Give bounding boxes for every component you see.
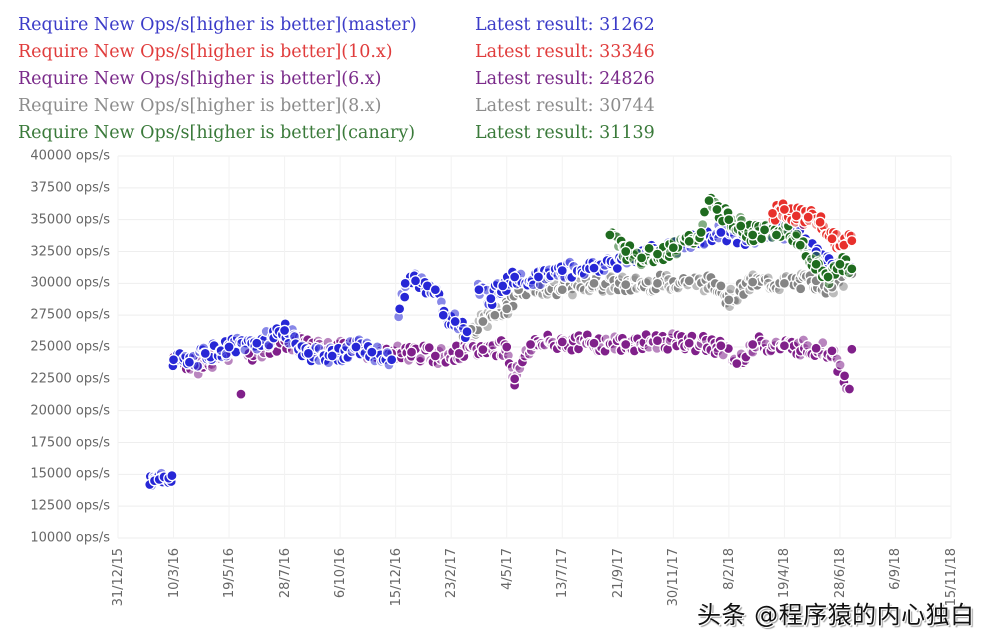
x-tick-label: 28/6/18 (832, 548, 848, 599)
x-tick-label: 31/12/15 (111, 548, 126, 607)
data-points (144, 192, 858, 492)
legend-row-canary: Require New Ops/s[higher is better](cana… (18, 120, 655, 147)
legend-series-name: Require New Ops/s[higher is better](10.x… (18, 42, 393, 62)
x-tick-label: 10/3/16 (166, 548, 182, 599)
y-tick-label: 10000 ops/s (30, 530, 110, 546)
x-tick-label: 8/2/18 (721, 548, 737, 590)
y-tick-label: 37500 ops/s (30, 180, 110, 196)
y-tick-label: 30000 ops/s (30, 275, 110, 291)
y-tick-label: 25000 ops/s (30, 339, 110, 355)
y-tick-label: 22500 ops/s (30, 371, 110, 387)
x-tick-label: 21/9/17 (610, 548, 626, 599)
legend-series-name: Require New Ops/s[higher is better](cana… (18, 123, 416, 143)
legend-row-6x: Require New Ops/s[higher is better](6.x)… (18, 66, 655, 93)
legend-series-name: Require New Ops/s[higher is better](8.x) (18, 96, 382, 116)
legend-latest-result: Latest result: 33346 (475, 42, 655, 62)
legend-row-10x: Require New Ops/s[higher is better](10.x… (18, 39, 655, 66)
legend-latest-result: Latest result: 31139 (475, 123, 655, 143)
x-tick-label: 13/7/17 (555, 548, 571, 599)
y-tick-label: 20000 ops/s (30, 403, 110, 419)
x-tick-label: 19/5/16 (222, 548, 238, 599)
y-tick-label: 40000 ops/s (30, 148, 110, 164)
x-tick-label: 15/12/16 (388, 548, 404, 607)
y-tick-label: 35000 ops/s (30, 212, 110, 228)
x-tick-label: 28/7/16 (277, 548, 293, 599)
legend-row-8x: Require New Ops/s[higher is better](8.x)… (18, 93, 655, 120)
legend-row-master: Require New Ops/s[higher is better](mast… (18, 12, 655, 39)
legend: Require New Ops/s[higher is better](mast… (18, 12, 655, 147)
x-tick-label: 23/2/17 (444, 548, 460, 599)
legend-series-name: Require New Ops/s[higher is better](mast… (18, 15, 417, 35)
x-tick-label: 19/4/18 (777, 548, 793, 599)
legend-series-name: Require New Ops/s[higher is better](6.x) (18, 69, 382, 89)
y-tick-label: 12500 ops/s (30, 498, 110, 514)
watermark: 头条 @程序猿的内心独白 (697, 601, 975, 629)
x-tick-label: 6/9/18 (888, 548, 904, 590)
legend-latest-result: Latest result: 30744 (475, 96, 655, 116)
x-tick-label: 30/11/17 (666, 548, 682, 607)
y-tick-label: 27500 ops/s (30, 307, 110, 323)
x-tick-label: 6/10/16 (333, 548, 349, 599)
x-tick-label: 4/5/17 (499, 548, 515, 590)
y-tick-label: 32500 ops/s (30, 244, 110, 259)
legend-latest-result: Latest result: 24826 (475, 69, 655, 89)
y-tick-label: 17500 ops/s (30, 435, 110, 450)
legend-latest-result: Latest result: 31262 (475, 15, 655, 35)
y-tick-label: 15000 ops/s (30, 466, 110, 482)
